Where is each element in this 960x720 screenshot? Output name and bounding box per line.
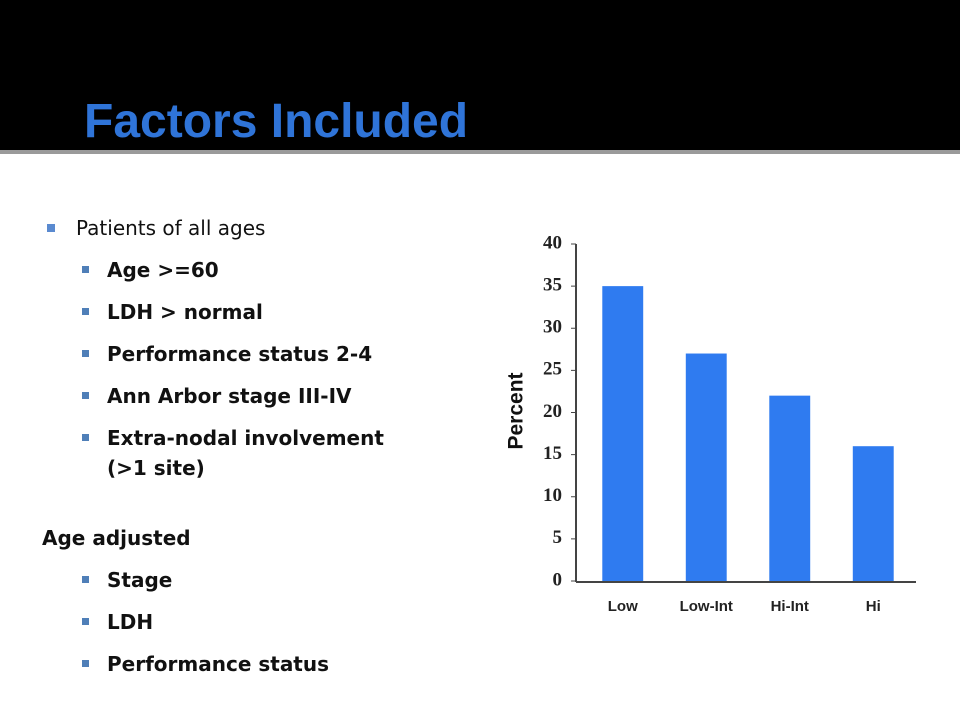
y-tick-label: 5 bbox=[553, 527, 563, 548]
bullet-item: LDH > normal bbox=[107, 300, 263, 324]
bullet-item: Age >=60 bbox=[107, 258, 219, 282]
section-heading: Age adjusted bbox=[42, 526, 191, 550]
bullet-item: Ann Arbor stage III-IV bbox=[107, 384, 352, 408]
bar bbox=[685, 353, 727, 581]
y-axis-label: Percent bbox=[505, 372, 528, 449]
y-tick-label: 10 bbox=[543, 485, 562, 506]
section-heading: Patients of all ages bbox=[76, 216, 266, 240]
bar bbox=[852, 446, 894, 581]
bullet bbox=[82, 660, 89, 667]
bullet bbox=[82, 434, 89, 441]
y-tick-label: 40 bbox=[543, 232, 562, 253]
bullet-item: Performance status 2-4 bbox=[107, 342, 373, 366]
bullet-item: Stage bbox=[107, 568, 173, 592]
slide-title: Factors Included bbox=[84, 95, 469, 148]
bullet bbox=[82, 576, 89, 583]
header-rule bbox=[0, 150, 960, 154]
bullet-item: Extra-nodal involvement (>1 site) bbox=[107, 426, 384, 480]
bullet-item: Performance status bbox=[107, 652, 330, 676]
bullet bbox=[82, 618, 89, 625]
bullet bbox=[82, 266, 89, 273]
bullet-item: LDH bbox=[107, 610, 154, 634]
x-tick-label: Hi-Int bbox=[771, 598, 809, 615]
bar bbox=[769, 395, 811, 581]
y-tick-label: 25 bbox=[543, 359, 562, 380]
bullet bbox=[47, 224, 55, 232]
bullet bbox=[82, 392, 89, 399]
y-tick-label: 15 bbox=[543, 443, 562, 464]
bar bbox=[602, 286, 644, 581]
y-tick-label: 20 bbox=[543, 401, 562, 422]
x-tick-label: Low-Int bbox=[680, 598, 733, 615]
y-tick-label: 35 bbox=[543, 274, 562, 295]
header-bar bbox=[0, 0, 960, 150]
y-tick-label: 30 bbox=[543, 317, 562, 338]
x-tick-label: Hi bbox=[866, 598, 881, 615]
bullet bbox=[82, 350, 89, 357]
x-tick-label: Low bbox=[608, 598, 638, 615]
bullet bbox=[82, 308, 89, 315]
y-tick-label: 0 bbox=[553, 569, 563, 590]
